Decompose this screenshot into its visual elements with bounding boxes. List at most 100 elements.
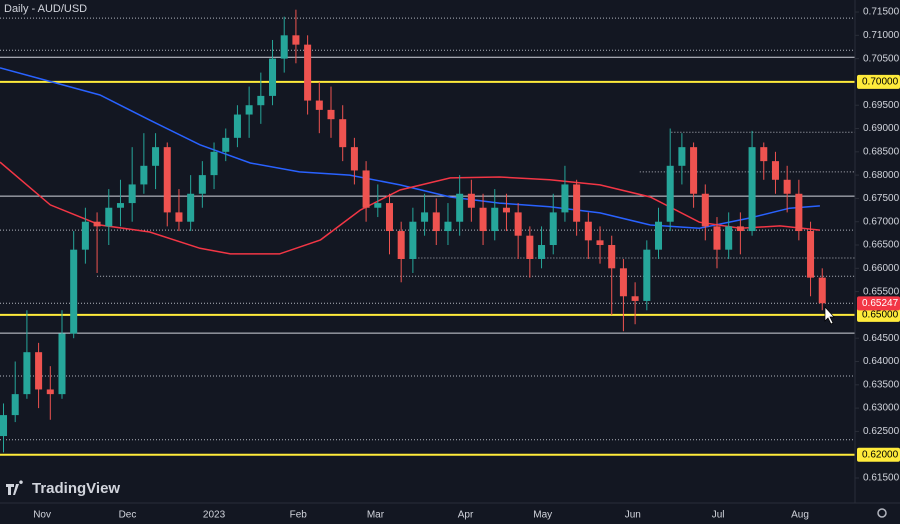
candle-body [140, 165, 148, 185]
candle-body [421, 212, 429, 222]
level-label: 0.70000 [862, 77, 899, 88]
level-tag [857, 307, 900, 322]
candle-body [561, 184, 569, 213]
candle-body [245, 105, 253, 115]
candle-body [713, 226, 721, 250]
y-tick-label: 0.61500 [863, 473, 900, 484]
candle-body [210, 151, 218, 176]
level-label: 0.65000 [862, 310, 899, 321]
candle-body [760, 147, 768, 162]
x-tick-label: Dec [119, 510, 137, 521]
candle-body [444, 221, 452, 232]
candle-body [783, 179, 791, 194]
logo-text: TradingView [32, 480, 120, 497]
candle-body [350, 147, 358, 171]
candle-body [315, 100, 323, 110]
y-tick-label: 0.68500 [863, 146, 900, 157]
x-tick-label: Aug [791, 510, 809, 521]
candle-body [467, 193, 475, 208]
candle-body [643, 249, 651, 301]
candle-body [116, 203, 124, 208]
candle-body [409, 221, 417, 259]
x-tick-label: Jul [712, 510, 725, 521]
candle-body [690, 147, 698, 194]
candle-body [327, 109, 335, 120]
candle-body [608, 245, 616, 269]
candle-body [198, 175, 206, 194]
candle-body [362, 170, 370, 208]
candle-body [128, 184, 136, 204]
logo: TradingView [6, 480, 120, 497]
plot-area [0, 9, 855, 456]
y-tick-label: 0.65500 [863, 286, 900, 297]
y-tick-label: 0.69500 [863, 100, 900, 111]
y-tick-label: 0.64000 [863, 356, 900, 367]
last-price-tag [857, 296, 900, 311]
candle-body [280, 35, 288, 59]
candle-body [385, 203, 393, 232]
y-tick-label: 0.70500 [863, 53, 900, 64]
candle-body [736, 226, 744, 232]
candle-body [725, 226, 733, 250]
candle-body [596, 240, 604, 246]
x-tick-label: Feb [290, 510, 308, 521]
candle-body [152, 147, 160, 166]
candle-body [187, 193, 195, 222]
x-tick-label: Apr [458, 510, 474, 521]
candle-body [619, 268, 627, 297]
candle-body [456, 193, 464, 222]
candle-body [339, 119, 347, 148]
y-tick-label: 0.67500 [863, 193, 900, 204]
y-tick-label: 0.67000 [863, 216, 900, 227]
candle-body [292, 35, 300, 45]
candle-body [818, 277, 826, 304]
candle-body [105, 207, 113, 227]
chart-title: Daily - AUD/USD [4, 3, 87, 15]
y-tick-label: 0.63000 [863, 403, 900, 414]
candle-body [257, 95, 265, 106]
candle-body [631, 296, 639, 301]
candle-body [666, 165, 674, 222]
candle-body [11, 394, 19, 416]
candle-body [35, 352, 43, 390]
level-tag [857, 447, 900, 462]
x-tick-label: Mar [367, 510, 385, 521]
candle-body [70, 249, 78, 334]
candle-body [526, 235, 534, 259]
y-tick-label: 0.66500 [863, 240, 900, 251]
candle-body [795, 193, 803, 232]
candle-body [678, 147, 686, 166]
candle-body [573, 184, 581, 222]
candle-body [654, 221, 663, 250]
last-price-label: 0.65247 [862, 298, 899, 309]
level-label: 0.62000 [862, 449, 899, 460]
x-tick-label: 2023 [203, 510, 226, 521]
candle-body [58, 333, 66, 395]
candle-body [502, 207, 510, 213]
y-tick-label: 0.66000 [863, 263, 900, 274]
y-tick-label: 0.71500 [863, 7, 900, 18]
candle-body [23, 352, 31, 395]
x-tick-label: Nov [33, 510, 51, 521]
candle-body [175, 212, 183, 222]
candle-body [514, 212, 522, 236]
x-tick-label: May [533, 510, 552, 521]
candle-body [46, 389, 54, 395]
candle-body [549, 212, 557, 246]
y-tick-label: 0.64500 [863, 333, 900, 344]
y-tick-label: 0.62500 [863, 426, 900, 437]
candle-body [771, 161, 779, 180]
candle-body [479, 207, 487, 232]
settings-gear[interactable] [877, 508, 887, 518]
candle-body [93, 221, 101, 227]
cursor [824, 306, 835, 325]
candle-body [81, 221, 89, 250]
candle-body [163, 147, 171, 213]
moving-average [0, 161, 820, 255]
settings-icon[interactable] [877, 508, 887, 518]
candle-body [397, 231, 405, 259]
y-tick-label: 0.68000 [863, 170, 900, 181]
